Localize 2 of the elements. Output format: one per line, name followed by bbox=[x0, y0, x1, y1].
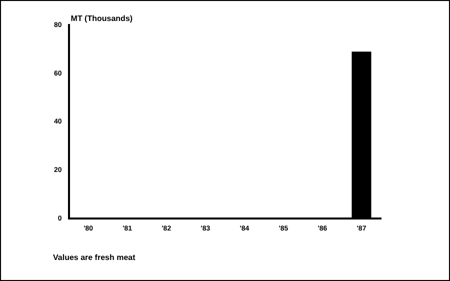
text: Values are fresh meat bbox=[53, 253, 136, 262]
y-axis-title: MT (Thousands) bbox=[70, 14, 133, 24]
